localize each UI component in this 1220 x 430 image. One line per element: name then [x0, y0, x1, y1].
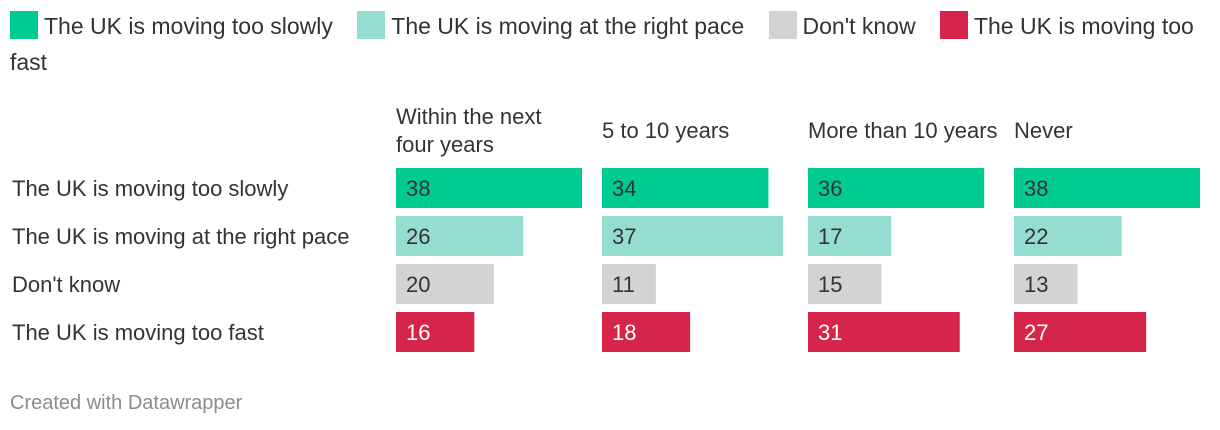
bar-value-label: 11	[612, 272, 635, 297]
bar-value-label: 13	[1024, 272, 1048, 297]
bar	[1014, 168, 1200, 208]
bar-value-label: 26	[406, 224, 430, 249]
bar	[396, 312, 475, 352]
bar-value-label: 31	[818, 320, 842, 345]
legend-item-right-pace: The UK is moving at the right pace	[357, 11, 745, 39]
bar-value-label: 36	[818, 176, 842, 201]
legend-item-too-fast: The UK is moving too fast	[10, 11, 1194, 75]
legend-swatch	[357, 11, 386, 39]
bar	[396, 216, 524, 256]
legend-item-too-slowly: The UK is moving too slowly	[10, 11, 333, 39]
bar	[602, 264, 656, 304]
bar	[1014, 312, 1147, 352]
bar	[602, 168, 769, 208]
bar-value-label: 17	[818, 224, 842, 249]
legend-label: The UK is moving too slowly	[44, 13, 333, 39]
bar-value-label: 20	[406, 272, 430, 297]
column-header: 5 to 10 years	[602, 118, 729, 143]
legend-label: The UK is moving too fast	[10, 13, 1194, 75]
legend: The UK is moving too slowly The UK is mo…	[10, 8, 1200, 80]
bar	[808, 168, 985, 208]
credit-text: Created with Datawrapper	[10, 392, 243, 414]
bar	[1014, 264, 1078, 304]
legend-label: Don't know	[802, 13, 916, 39]
legend-swatch	[939, 11, 968, 39]
bar	[808, 216, 892, 256]
row-label: Don't know	[12, 272, 120, 297]
bar	[396, 264, 494, 304]
bar-value-label: 15	[818, 272, 842, 297]
bar	[808, 264, 882, 304]
bar-value-label: 34	[612, 176, 636, 201]
bar-value-label: 27	[1024, 320, 1048, 345]
bar-value-label: 16	[406, 320, 430, 345]
bar-value-label: 38	[1024, 176, 1048, 201]
row-label: The UK is moving too fast	[12, 320, 264, 345]
bar	[808, 312, 960, 352]
row-label: The UK is moving at the right pace	[12, 224, 350, 249]
column-header: Within the next four years	[396, 104, 542, 157]
bar	[396, 168, 582, 208]
row-label: The UK is moving too slowly	[12, 176, 288, 201]
bar-value-label: 18	[612, 320, 636, 345]
bar-value-label: 38	[406, 176, 430, 201]
bar-value-label: 22	[1024, 224, 1048, 249]
column-header: More than 10 years	[808, 118, 998, 143]
bar	[1014, 216, 1122, 256]
bar	[602, 216, 784, 256]
bar	[602, 312, 691, 352]
legend-swatch	[768, 11, 797, 39]
bar-value-label: 37	[612, 224, 636, 249]
column-header: Never	[1014, 118, 1073, 143]
legend-swatch	[10, 11, 38, 39]
legend-item-dont-know: Don't know	[768, 11, 916, 39]
legend-label: The UK is moving at the right pace	[391, 13, 745, 39]
